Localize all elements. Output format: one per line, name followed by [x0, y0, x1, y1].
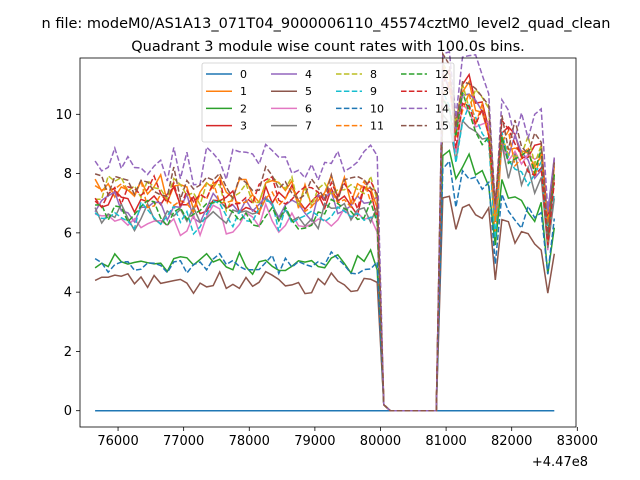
- series-line-10: [94, 159, 556, 412]
- plot-frame: [79, 57, 577, 428]
- y-tick-label: 6: [64, 226, 72, 241]
- legend-label-13: 13: [435, 85, 449, 98]
- y-tick-label: 8: [64, 167, 72, 182]
- legend-label-9: 9: [370, 85, 377, 98]
- y-tick-label: 10: [55, 108, 72, 123]
- x-tick-label: 79000: [294, 434, 335, 449]
- x-offset-label: +4.47e8: [532, 455, 588, 470]
- legend-label-10: 10: [370, 102, 384, 115]
- legend-label-1: 1: [240, 85, 247, 98]
- x-tick-label: 81000: [425, 434, 466, 449]
- series-line-7: [94, 112, 556, 412]
- series-line-5: [94, 195, 556, 412]
- legend-label-3: 3: [240, 120, 247, 133]
- series-line-8: [95, 62, 556, 412]
- series-line-11: [94, 65, 556, 412]
- x-tick-label: 76000: [97, 434, 138, 449]
- legend-label-12: 12: [435, 68, 449, 81]
- chart-title: Quadrant 3 module wise count rates with …: [131, 39, 525, 55]
- legend-label-7: 7: [305, 120, 312, 133]
- series-line-2: [94, 149, 556, 412]
- x-tick-label: 80000: [360, 434, 401, 449]
- legend-label-15: 15: [435, 120, 449, 133]
- series-line-12: [95, 92, 556, 412]
- x-tick-label: 78000: [229, 434, 270, 449]
- legend-label-0: 0: [240, 68, 247, 81]
- legend-label-6: 6: [305, 102, 312, 115]
- y-tick-label: 0: [64, 404, 72, 419]
- series-line-6: [94, 95, 556, 412]
- x-tick-label: 77000: [163, 434, 204, 449]
- y-tick-label: 4: [64, 286, 72, 301]
- axis-ticks: 76000 77000 78000 79000 80000 81000 82000 83000…: [55, 108, 598, 449]
- series-layer: [94, 50, 556, 412]
- series-line-15: [94, 51, 556, 412]
- series-line-13: [94, 69, 556, 412]
- legend-label-4: 4: [305, 68, 312, 81]
- legend-label-2: 2: [240, 102, 247, 115]
- chart-suptitle: n file: modeM0/AS1A13_071T04_9000006110_…: [42, 16, 611, 32]
- x-tick-label: 82000: [491, 434, 532, 449]
- legend-label-11: 11: [370, 120, 384, 133]
- legend-label-5: 5: [305, 85, 312, 98]
- legend-label-14: 14: [435, 102, 449, 115]
- x-tick-label: 83000: [557, 434, 598, 449]
- legend-label-8: 8: [370, 68, 377, 81]
- y-tick-label: 2: [64, 345, 72, 360]
- series-line-14: [94, 50, 556, 412]
- legend-box: [201, 62, 455, 143]
